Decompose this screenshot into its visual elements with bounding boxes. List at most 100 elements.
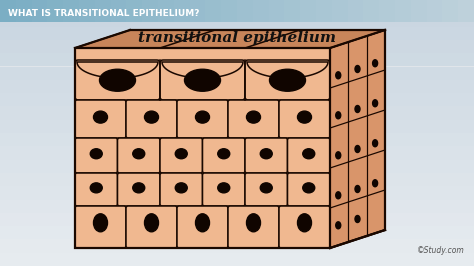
Bar [379, 0, 395, 22]
Bar [237, 0, 253, 22]
Ellipse shape [298, 214, 311, 232]
Bar [47, 0, 63, 22]
Bar [0, 239, 474, 253]
Ellipse shape [133, 149, 145, 159]
Bar [458, 0, 474, 22]
Bar [0, 160, 474, 173]
Bar [190, 0, 205, 22]
FancyBboxPatch shape [75, 100, 126, 138]
Bar [395, 0, 411, 22]
Bar [316, 0, 332, 22]
Ellipse shape [355, 185, 360, 193]
Ellipse shape [303, 149, 315, 159]
FancyBboxPatch shape [288, 138, 330, 173]
Bar [300, 0, 316, 22]
FancyBboxPatch shape [118, 173, 160, 206]
Bar [32, 0, 47, 22]
Polygon shape [75, 30, 385, 48]
FancyBboxPatch shape [177, 100, 228, 138]
Bar [63, 0, 79, 22]
Bar [332, 0, 347, 22]
FancyBboxPatch shape [228, 206, 279, 248]
FancyBboxPatch shape [126, 100, 177, 138]
Ellipse shape [260, 149, 272, 159]
Ellipse shape [355, 215, 360, 222]
Text: ©Study.com: ©Study.com [417, 246, 465, 255]
Bar [0, 146, 474, 160]
FancyBboxPatch shape [245, 60, 330, 100]
Ellipse shape [246, 111, 261, 123]
Bar [221, 0, 237, 22]
Text: WHAT IS TRANSITIONAL EPITHELIUM?: WHAT IS TRANSITIONAL EPITHELIUM? [8, 9, 200, 18]
FancyBboxPatch shape [279, 206, 330, 248]
Text: transitional epithelium: transitional epithelium [138, 31, 336, 45]
Bar [427, 0, 442, 22]
FancyBboxPatch shape [126, 206, 177, 248]
FancyBboxPatch shape [160, 60, 245, 100]
Bar [127, 0, 142, 22]
FancyBboxPatch shape [75, 60, 160, 100]
Ellipse shape [373, 180, 378, 187]
Ellipse shape [218, 149, 230, 159]
Bar [0, 253, 474, 266]
Ellipse shape [355, 146, 360, 152]
Bar [205, 0, 221, 22]
Ellipse shape [260, 183, 272, 193]
FancyBboxPatch shape [202, 138, 245, 173]
Bar [0, 133, 474, 146]
Bar [142, 0, 158, 22]
Bar [0, 226, 474, 239]
Ellipse shape [100, 69, 136, 91]
Bar [0, 93, 474, 106]
Bar [79, 0, 95, 22]
Ellipse shape [133, 183, 145, 193]
Bar [284, 0, 300, 22]
Ellipse shape [175, 149, 187, 159]
FancyBboxPatch shape [228, 100, 279, 138]
Polygon shape [330, 30, 385, 248]
Ellipse shape [336, 152, 341, 159]
FancyBboxPatch shape [118, 138, 160, 173]
Bar [0, 0, 474, 13]
Bar [0, 66, 474, 80]
Bar [253, 0, 269, 22]
Bar [174, 0, 190, 22]
Bar [16, 0, 32, 22]
Bar [0, 173, 474, 186]
Ellipse shape [298, 111, 311, 123]
Ellipse shape [93, 111, 108, 123]
Bar [0, 106, 474, 120]
Ellipse shape [336, 72, 341, 79]
Ellipse shape [336, 192, 341, 199]
Bar [158, 0, 174, 22]
Ellipse shape [373, 100, 378, 107]
Bar [269, 0, 284, 22]
Ellipse shape [195, 214, 210, 232]
FancyBboxPatch shape [75, 138, 118, 173]
Bar [0, 186, 474, 200]
Bar [0, 13, 474, 27]
Bar [0, 27, 474, 40]
Ellipse shape [145, 214, 158, 232]
Ellipse shape [373, 140, 378, 147]
Bar [0, 53, 474, 66]
Ellipse shape [336, 222, 341, 229]
Bar [75, 48, 330, 248]
Ellipse shape [303, 183, 315, 193]
Bar [0, 80, 474, 93]
Ellipse shape [373, 60, 378, 67]
Polygon shape [77, 62, 158, 78]
FancyBboxPatch shape [288, 173, 330, 206]
Polygon shape [162, 62, 243, 78]
Ellipse shape [195, 111, 210, 123]
Ellipse shape [270, 69, 306, 91]
Ellipse shape [355, 65, 360, 73]
Ellipse shape [145, 111, 158, 123]
FancyBboxPatch shape [177, 206, 228, 248]
FancyBboxPatch shape [160, 138, 202, 173]
FancyBboxPatch shape [245, 173, 288, 206]
Ellipse shape [90, 149, 102, 159]
Ellipse shape [218, 183, 230, 193]
Bar [0, 213, 474, 226]
Ellipse shape [90, 183, 102, 193]
